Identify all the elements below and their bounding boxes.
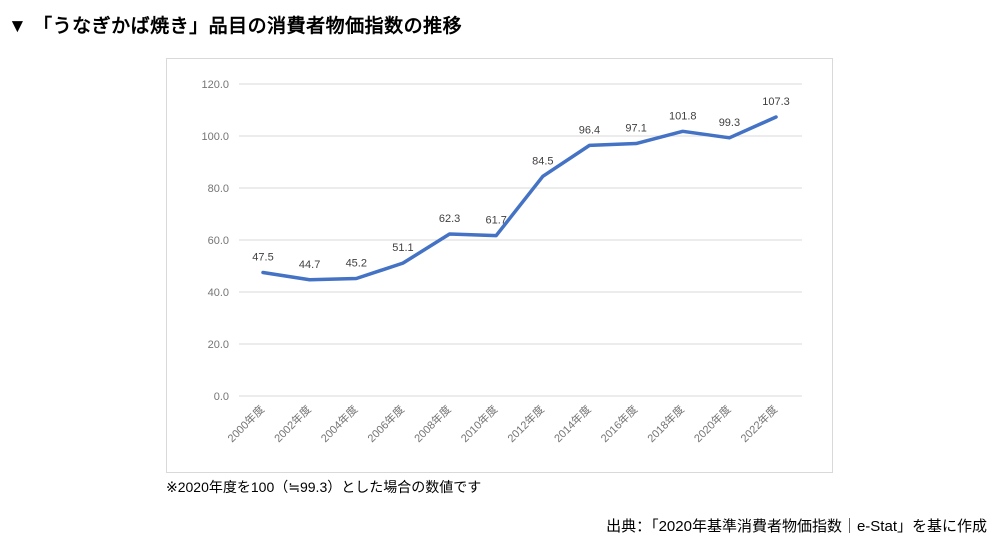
series-line <box>261 115 778 282</box>
x-tick-label: 2012年度 <box>504 402 547 445</box>
y-tick-label: 20.0 <box>208 339 229 351</box>
y-tick-label: 100.0 <box>201 131 229 143</box>
x-tick-label: 2022年度 <box>737 402 780 445</box>
data-label: 107.3 <box>762 96 790 108</box>
data-label: 62.3 <box>439 213 460 225</box>
page-title: ▼ 「うなぎかば焼き」品目の消費者物価指数の推移 <box>8 16 463 37</box>
x-tick-label: 2008年度 <box>411 402 454 445</box>
data-label: 45.2 <box>346 257 367 269</box>
x-tick-label: 2014年度 <box>551 402 594 445</box>
data-label: 61.7 <box>485 215 506 227</box>
x-tick-label: 2002年度 <box>271 402 314 445</box>
data-label: 47.5 <box>252 252 273 264</box>
line-chart: 0.0 20.0 40.0 60.0 80.0 100.0 120.0 2000年度 2002年… <box>201 79 802 445</box>
y-tick-label: 120.0 <box>201 79 229 91</box>
data-label: 101.8 <box>669 110 697 122</box>
y-tick-label: 80.0 <box>208 183 229 195</box>
x-tick-label: 2004年度 <box>318 402 361 445</box>
x-tick-label: 2016年度 <box>597 402 640 445</box>
data-label: 96.4 <box>579 124 600 136</box>
data-label: 44.7 <box>299 259 320 271</box>
data-label: 84.5 <box>532 155 553 167</box>
chart-panel: 0.0 20.0 40.0 60.0 80.0 100.0 120.0 2000年度 2002年… <box>166 58 833 473</box>
data-label: 97.1 <box>625 123 646 135</box>
data-label: 51.1 <box>392 242 413 254</box>
y-tick-label: 0.0 <box>214 391 229 403</box>
data-label: 99.3 <box>719 117 740 129</box>
y-tick-label: 60.0 <box>208 235 229 247</box>
chart-footnote: ※2020年度を100（≒99.3）とした場合の数値です <box>166 479 482 495</box>
x-tick-label: 2000年度 <box>224 402 267 445</box>
y-tick-label: 40.0 <box>208 287 229 299</box>
x-tick-label: 2006年度 <box>364 402 407 445</box>
x-tick-label: 2020年度 <box>691 402 734 445</box>
x-tick-label: 2018年度 <box>644 402 687 445</box>
x-tick-label: 2010年度 <box>458 402 501 445</box>
source-attribution: 出典：「2020年基準消費者物価指数｜e-Stat」を基に作成 <box>606 518 987 535</box>
